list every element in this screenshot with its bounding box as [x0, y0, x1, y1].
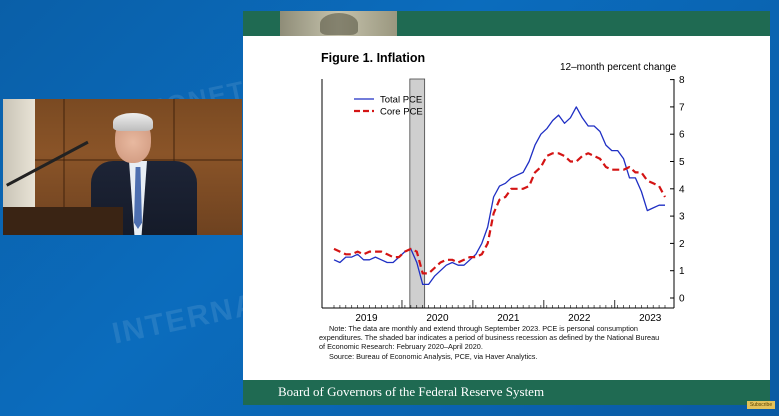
- y-tick-label: 6: [679, 130, 685, 141]
- slide-footer-text: Board of Governors of the Federal Reserv…: [278, 384, 545, 399]
- x-tick-label: 2020: [426, 313, 449, 323]
- total-pce-line: [333, 106, 665, 286]
- x-tick-label: 2023: [639, 313, 662, 323]
- x-tick-label: 2022: [568, 313, 591, 323]
- legend-label-core-pce: Core PCE: [380, 107, 423, 118]
- y-tick-label: 0: [679, 294, 685, 305]
- y-tick-label: 5: [679, 157, 685, 168]
- federal-reserve-seal-icon: [280, 11, 397, 36]
- source-line: Source: Bureau of Economic Analysis, PCE…: [329, 351, 538, 361]
- inflation-line-chart: 0 1 2 3 4 5 6 7 8 2019 2020 2021 2022 2023 Total PCECo…: [321, 75, 685, 323]
- note-line: of Economic Research: February 2020–Apri…: [319, 342, 483, 352]
- slide-footer-bar: [243, 380, 770, 405]
- y-tick-label: 1: [679, 266, 685, 277]
- presentation-slide: Figure 1. Inflation 12–month percent cha…: [243, 11, 770, 405]
- y-tick-label: 3: [679, 212, 685, 223]
- note-line: expenditures. The shaded bar indicates a…: [319, 333, 660, 343]
- legend-label-total-pce: Total PCE: [380, 95, 422, 106]
- slide-header-bar: [243, 11, 770, 36]
- y-axis-units-label: 12–month percent change: [560, 62, 677, 73]
- speaker-hair: [113, 113, 153, 131]
- y-tick-label: 8: [679, 75, 685, 86]
- y-tick-label: 2: [679, 239, 685, 250]
- figure-title: Figure 1. Inflation: [321, 51, 426, 65]
- y-tick-label: 7: [679, 102, 685, 113]
- figure-note: Note: The data are monthly and extend th…: [319, 324, 749, 361]
- core-pce-line: [333, 152, 666, 275]
- y-tick-label: 4: [679, 184, 685, 195]
- wall-panel-line: [63, 99, 65, 235]
- subscribe-badge[interactable]: Subscribe: [747, 401, 775, 409]
- podium: [3, 207, 123, 235]
- speaker-tie: [134, 167, 142, 229]
- speaker-video: [3, 99, 242, 235]
- x-tick-label: 2021: [497, 313, 520, 323]
- note-line: Note: The data are monthly and extend th…: [329, 324, 638, 333]
- x-tick-label: 2019: [355, 313, 378, 323]
